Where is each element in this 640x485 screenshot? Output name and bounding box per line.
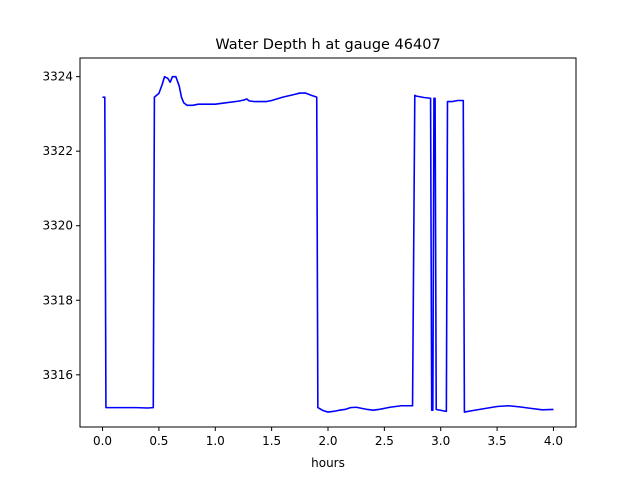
chart-title: Water Depth h at gauge 46407 — [215, 37, 440, 53]
y-tick-label: 3316 — [42, 368, 73, 382]
x-tick-label: 3.5 — [488, 434, 507, 448]
y-tick-label: 3322 — [42, 144, 73, 158]
y-axis: 3316 3318 3320 3322 3324 — [42, 70, 80, 382]
y-tick-label: 3318 — [42, 293, 73, 307]
x-tick-label: 3.0 — [431, 434, 450, 448]
x-tick-label: 4.0 — [544, 434, 563, 448]
x-tick-label: 1.0 — [206, 434, 225, 448]
y-tick-label: 3324 — [42, 70, 73, 84]
plot-area — [102, 75, 554, 413]
series-line-0 — [102, 75, 554, 413]
x-tick-label: 1.5 — [262, 434, 281, 448]
x-axis: 0.0 0.5 1.0 1.5 2.0 2.5 3.0 3.5 4.0 — [93, 427, 563, 448]
x-tick-label: 0.0 — [93, 434, 112, 448]
y-tick-label: 3320 — [42, 219, 73, 233]
x-tick-label: 2.0 — [318, 434, 337, 448]
x-tick-label: 0.5 — [149, 434, 168, 448]
x-tick-label: 2.5 — [375, 434, 394, 448]
x-axis-label: hours — [311, 456, 345, 470]
